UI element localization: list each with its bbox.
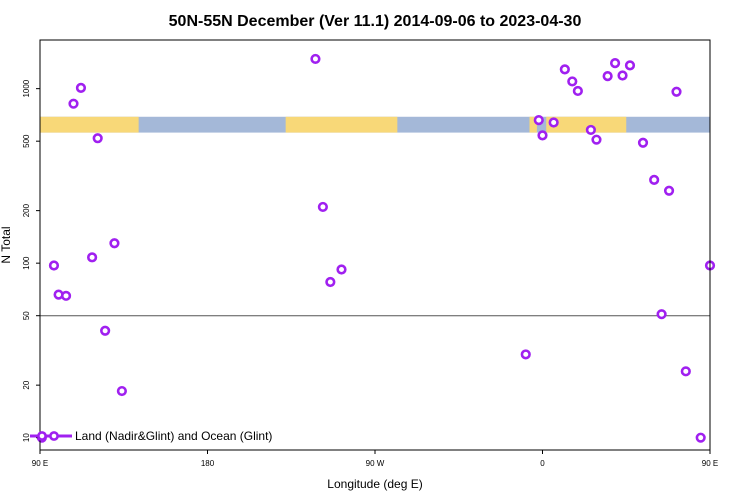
- chart-title: 50N-55N December (Ver 11.1) 2014-09-06 t…: [169, 13, 582, 30]
- land-ocean-band: [40, 116, 710, 133]
- y-tick-label: 100: [22, 256, 31, 270]
- data-point: [656, 309, 667, 320]
- legend-marker: [37, 431, 47, 441]
- data-point: [602, 71, 613, 82]
- y-axis: 10 20 50 100 200 500 1000: [22, 79, 40, 442]
- data-point: [695, 432, 706, 443]
- x-tick-label: 180: [201, 459, 215, 468]
- data-point: [60, 290, 72, 301]
- y-tick-label: 500: [22, 134, 31, 148]
- land-segment: [285, 116, 398, 133]
- data-point: [75, 82, 87, 93]
- data-point: [92, 133, 103, 144]
- data-point: [572, 85, 583, 97]
- data-point: [325, 276, 336, 288]
- y-tick-label: 50: [22, 311, 31, 320]
- data-point: [609, 58, 621, 69]
- data-point: [663, 185, 675, 196]
- legend: Land (Nadir&Glint) and Ocean (Glint): [30, 429, 272, 443]
- x-axis-label: Longitude (deg E): [327, 477, 422, 491]
- x-tick-label: 90 W: [366, 459, 385, 468]
- data-point: [87, 252, 98, 263]
- legend-label: Land (Nadir&Glint) and Ocean (Glint): [75, 429, 272, 443]
- data-point: [548, 117, 559, 128]
- land-segment: [40, 116, 139, 133]
- data-point: [109, 238, 120, 249]
- data-point: [533, 115, 544, 126]
- plot-frame: [39, 39, 711, 451]
- y-tick-label: 10: [22, 433, 31, 442]
- data-point: [520, 349, 531, 360]
- data-points: [36, 53, 716, 443]
- data-point: [680, 366, 691, 377]
- data-point: [671, 86, 682, 97]
- data-point: [585, 124, 596, 136]
- data-point: [336, 264, 347, 275]
- y-axis-label: N Total: [0, 226, 13, 263]
- data-point: [591, 134, 602, 145]
- y-tick-label: 20: [22, 380, 31, 389]
- y-tick-label: 200: [22, 203, 31, 217]
- land-segment: [529, 116, 537, 133]
- land-segment: [546, 116, 627, 133]
- y-tick-label: 1000: [22, 79, 31, 97]
- data-point: [567, 76, 578, 87]
- data-point: [617, 70, 628, 81]
- data-point: [624, 60, 636, 71]
- data-point: [649, 174, 660, 185]
- legend-marker: [49, 431, 59, 441]
- data-point: [100, 325, 111, 336]
- data-point: [310, 53, 321, 65]
- data-point: [68, 98, 79, 109]
- data-point: [48, 260, 60, 271]
- data-point: [537, 130, 548, 141]
- x-axis: 90 E 180 90 W 0 90 E: [32, 450, 718, 468]
- x-tick-label: 90 E: [32, 459, 48, 468]
- data-point: [637, 137, 649, 148]
- data-point: [317, 201, 328, 213]
- data-point: [559, 64, 570, 75]
- x-tick-label: 90 E: [702, 459, 718, 468]
- data-point: [116, 385, 127, 397]
- x-tick-label: 0: [540, 459, 545, 468]
